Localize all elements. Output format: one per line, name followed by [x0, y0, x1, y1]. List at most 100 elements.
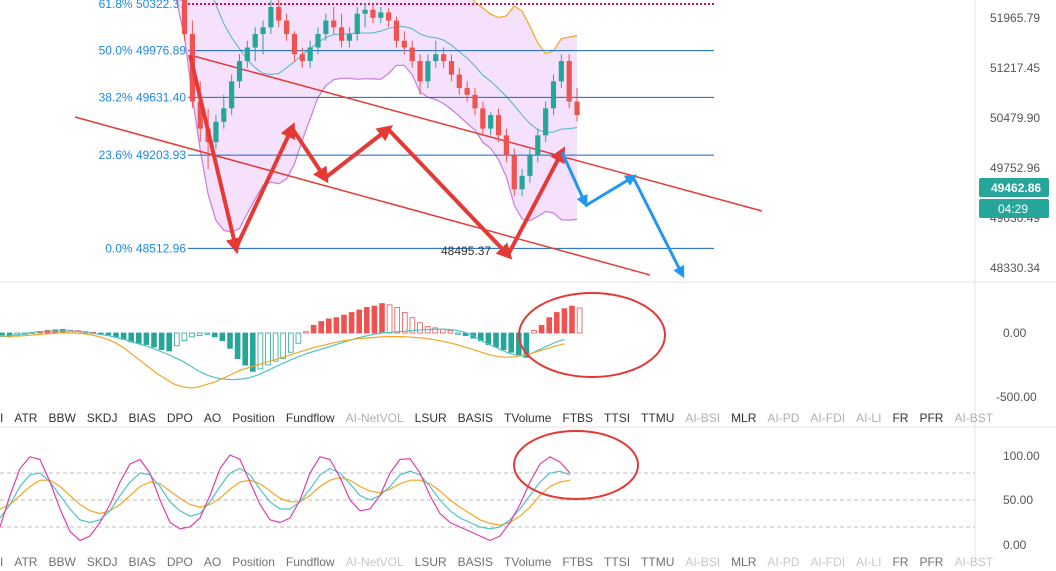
- indicator-tab-position[interactable]: Position: [232, 411, 275, 425]
- projection-arrow: [325, 129, 388, 178]
- forecast-arrow: [585, 177, 633, 206]
- indicator-tab-ai-li[interactable]: AI-LI: [856, 555, 881, 569]
- highlight-ellipse: [514, 431, 638, 499]
- macd-bar: [532, 330, 537, 333]
- fib-label: 23.6% 49203.93: [99, 148, 187, 162]
- macd-bar: [319, 321, 324, 333]
- indicator-tab-ai-li[interactable]: AI-LI: [856, 411, 881, 425]
- macd-bar: [577, 308, 582, 333]
- fib-label: 50.0% 49976.89: [99, 44, 187, 58]
- macd-bar: [456, 333, 461, 334]
- indicator-tab-ttsi[interactable]: TTSI: [604, 411, 630, 425]
- macd-pane: [0, 293, 665, 388]
- macd-bar: [228, 333, 233, 348]
- high-annotation: 50312.05: [357, 0, 407, 2]
- indicator-tab-basis[interactable]: BASIS: [458, 411, 493, 425]
- price-axis: 51965.7951217.4550479.9049752.9649030.49…: [979, 11, 1049, 275]
- highlight-ellipse: [519, 293, 665, 377]
- osc-axis-label: 0.00: [1003, 538, 1027, 552]
- price-axis-label: 51217.45: [990, 61, 1040, 75]
- macd-bar: [501, 333, 506, 350]
- macd-bar: [212, 333, 217, 337]
- indicator-tab-bbw[interactable]: BBW: [48, 555, 75, 569]
- indicator-tab-skdj[interactable]: SKDJ: [87, 555, 118, 569]
- macd-bar: [144, 333, 149, 345]
- macd-bar: [266, 333, 271, 365]
- indicator-tab-ai-bst[interactable]: AI-BST: [954, 411, 993, 425]
- indicator-tab-fundflow[interactable]: Fundflow: [286, 411, 335, 425]
- fib-label: 0.0% 48512.96: [105, 241, 186, 255]
- indicator-tab-ftbs[interactable]: FTBS: [562, 411, 593, 425]
- indicator-tab-ai-bsi[interactable]: AI-BSI: [685, 555, 720, 569]
- indicator-tab-ttmu[interactable]: TTMU: [641, 555, 674, 569]
- indicator-tab-ai-netvol[interactable]: AI-NetVOL: [346, 555, 404, 569]
- macd-bar: [288, 333, 293, 352]
- indicator-tab-atr[interactable]: ATR: [14, 411, 37, 425]
- macd-bar: [296, 333, 301, 343]
- indicator-tab-fr[interactable]: FR: [892, 411, 908, 425]
- indicator-tab-tvolume[interactable]: TVolume: [504, 555, 551, 569]
- indicator-tab-ai-pd[interactable]: AI-PD: [767, 411, 799, 425]
- indicator-tab-ftbs[interactable]: FTBS: [562, 555, 593, 569]
- macd-bar: [326, 319, 331, 333]
- macd-bar: [304, 332, 309, 333]
- indicator-tab-i[interactable]: I: [0, 411, 3, 425]
- macd-bar: [349, 313, 354, 333]
- indicator-tab-fundflow[interactable]: Fundflow: [286, 555, 335, 569]
- macd-bar: [509, 333, 514, 352]
- indicator-tab-pfr[interactable]: PFR: [919, 411, 943, 425]
- osc-axis-label: 100.00: [1003, 449, 1040, 463]
- indicator-tab-pfr[interactable]: PFR: [919, 555, 943, 569]
- macd-bar: [570, 306, 575, 333]
- macd-bar: [174, 333, 179, 346]
- indicator-tab-tvolume[interactable]: TVolume: [504, 411, 551, 425]
- indicator-tab-bias[interactable]: BIAS: [128, 555, 155, 569]
- indicator-tab-lsur[interactable]: LSUR: [415, 555, 447, 569]
- indicator-tab-ttmu[interactable]: TTMU: [641, 411, 674, 425]
- indicator-tab-ao[interactable]: AO: [204, 555, 221, 569]
- indicator-tab-bbw[interactable]: BBW: [48, 411, 75, 425]
- indicator-tab-ai-bsi[interactable]: AI-BSI: [685, 411, 720, 425]
- indicator-tab-skdj[interactable]: SKDJ: [87, 411, 118, 425]
- macd-bar: [418, 323, 423, 333]
- indicator-tab-ai-pd[interactable]: AI-PD: [767, 555, 799, 569]
- macd-bar: [136, 333, 141, 343]
- indicator-tab-mlr[interactable]: MLR: [731, 555, 756, 569]
- indicator-tab-ao[interactable]: AO: [204, 411, 221, 425]
- indicator-tab-ai-bst[interactable]: AI-BST: [954, 555, 993, 569]
- indicator-tab-dpo[interactable]: DPO: [167, 411, 193, 425]
- macd-bar: [387, 305, 392, 333]
- macd-bar: [342, 315, 347, 333]
- macd-bar: [190, 333, 195, 337]
- indicator-tab-i[interactable]: I: [0, 555, 3, 569]
- price-axis-label: 51965.79: [990, 11, 1040, 25]
- indicator-tab-ai-fdi[interactable]: AI-FDI: [810, 411, 845, 425]
- macd-bar: [220, 333, 225, 341]
- osc-slow-line: [0, 478, 570, 526]
- indicator-tab-atr[interactable]: ATR: [14, 555, 37, 569]
- macd-bar: [494, 333, 499, 347]
- macd-bar: [182, 333, 187, 341]
- macd-bar: [380, 304, 385, 333]
- macd-bar: [539, 325, 544, 333]
- macd-bar: [159, 333, 164, 350]
- indicator-tab-ttsi[interactable]: TTSI: [604, 555, 630, 569]
- macd-bar: [554, 313, 559, 333]
- macd-bar: [433, 328, 438, 333]
- macd-bar: [448, 330, 453, 333]
- fib-label: 38.2% 49631.40: [99, 90, 187, 104]
- countdown-label: 04:29: [998, 202, 1028, 216]
- macd-bar: [372, 306, 377, 333]
- indicator-tab-ai-netvol[interactable]: AI-NetVOL: [346, 411, 404, 425]
- indicator-tab-basis[interactable]: BASIS: [458, 555, 493, 569]
- indicator-tab-fr[interactable]: FR: [892, 555, 908, 569]
- price-axis-label: 49752.96: [990, 161, 1040, 175]
- candle-countdown-tag: 04:29: [979, 199, 1049, 218]
- indicator-tab-dpo[interactable]: DPO: [167, 555, 193, 569]
- indicator-tab-bias[interactable]: BIAS: [128, 411, 155, 425]
- indicator-tab-position[interactable]: Position: [232, 555, 275, 569]
- indicator-tab-lsur[interactable]: LSUR: [415, 411, 447, 425]
- indicator-tab-ai-fdi[interactable]: AI-FDI: [810, 555, 845, 569]
- indicator-tab-mlr[interactable]: MLR: [731, 411, 756, 425]
